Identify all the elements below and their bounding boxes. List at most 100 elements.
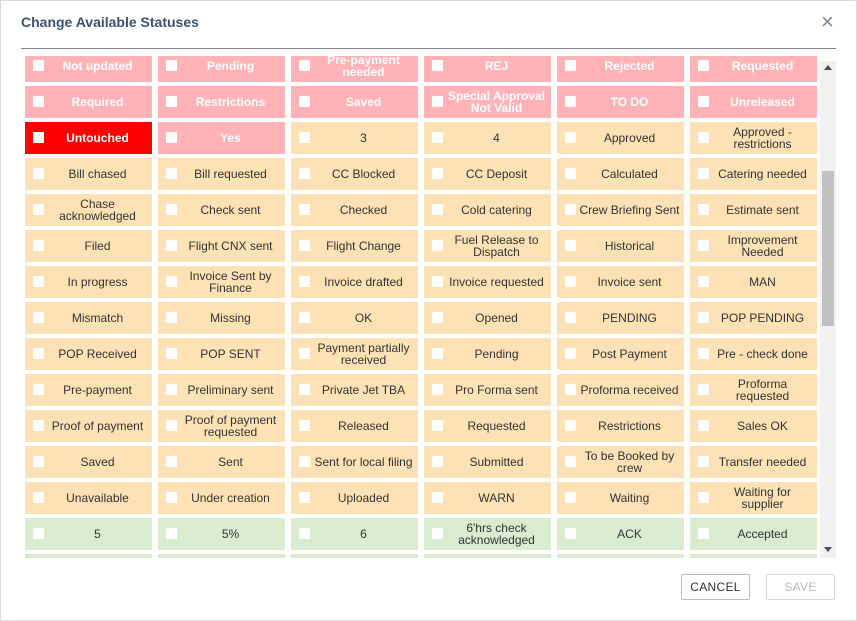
checkbox[interactable] (698, 276, 709, 287)
status-tile[interactable]: 6'hrs check acknowledged (424, 518, 551, 550)
checkbox[interactable] (432, 492, 443, 503)
status-tile[interactable]: Invoice sent (557, 266, 684, 298)
status-tile[interactable]: Crew Briefing Sent (557, 194, 684, 226)
checkbox[interactable] (432, 60, 443, 71)
checkbox[interactable] (565, 132, 576, 143)
status-tile[interactable]: Calculated (557, 158, 684, 190)
checkbox[interactable] (166, 456, 177, 467)
status-tile[interactable]: Waiting for supplier (690, 482, 817, 514)
checkbox[interactable] (299, 492, 310, 503)
status-tile[interactable]: Payment partially received (291, 338, 418, 370)
scrollbar[interactable] (820, 61, 836, 558)
status-tile[interactable]: REJ (424, 56, 551, 82)
checkbox[interactable] (299, 168, 310, 179)
status-tile[interactable]: Checked (291, 194, 418, 226)
checkbox[interactable] (166, 492, 177, 503)
status-tile[interactable] (690, 554, 817, 558)
status-tile[interactable] (158, 554, 285, 558)
checkbox[interactable] (432, 384, 443, 395)
status-tile[interactable]: Unavailable (25, 482, 152, 514)
status-tile[interactable]: Released (291, 410, 418, 442)
checkbox[interactable] (565, 348, 576, 359)
checkbox[interactable] (299, 348, 310, 359)
status-tile[interactable]: Historical (557, 230, 684, 262)
checkbox[interactable] (166, 384, 177, 395)
status-tile[interactable] (557, 554, 684, 558)
status-tile[interactable]: Mismatch (25, 302, 152, 334)
checkbox[interactable] (299, 240, 310, 251)
checkbox[interactable] (565, 168, 576, 179)
status-tile[interactable] (424, 554, 551, 558)
status-tile[interactable] (25, 554, 152, 558)
checkbox[interactable] (698, 240, 709, 251)
checkbox[interactable] (299, 132, 310, 143)
status-tile[interactable]: Bill chased (25, 158, 152, 190)
checkbox[interactable] (299, 420, 310, 431)
status-tile[interactable]: 3 (291, 122, 418, 154)
status-tile[interactable]: OK (291, 302, 418, 334)
checkbox[interactable] (299, 96, 310, 107)
status-tile[interactable]: Filed (25, 230, 152, 262)
checkbox[interactable] (565, 204, 576, 215)
checkbox[interactable] (33, 384, 44, 395)
checkbox[interactable] (432, 312, 443, 323)
checkbox[interactable] (299, 384, 310, 395)
status-tile[interactable]: 6 (291, 518, 418, 550)
checkbox[interactable] (299, 456, 310, 467)
status-tile[interactable]: Under creation (158, 482, 285, 514)
status-tile[interactable]: Not updated (25, 56, 152, 82)
checkbox[interactable] (166, 96, 177, 107)
checkbox[interactable] (432, 204, 443, 215)
status-tile[interactable]: TO DO (557, 86, 684, 118)
status-tile[interactable]: Submitted (424, 446, 551, 478)
checkbox[interactable] (565, 96, 576, 107)
checkbox[interactable] (698, 168, 709, 179)
status-tile[interactable]: Flight CNX sent (158, 230, 285, 262)
checkbox[interactable] (33, 96, 44, 107)
checkbox[interactable] (565, 528, 576, 539)
status-tile[interactable]: Rejected (557, 56, 684, 82)
status-tile[interactable]: Pre-payment (25, 374, 152, 406)
status-tile[interactable]: Uploaded (291, 482, 418, 514)
status-tile[interactable]: WARN (424, 482, 551, 514)
checkbox[interactable] (565, 456, 576, 467)
checkbox[interactable] (166, 528, 177, 539)
checkbox[interactable] (166, 348, 177, 359)
status-tile[interactable]: POP PENDING (690, 302, 817, 334)
checkbox[interactable] (432, 132, 443, 143)
checkbox[interactable] (698, 204, 709, 215)
status-tile[interactable]: MAN (690, 266, 817, 298)
status-tile[interactable]: Proof of payment requested (158, 410, 285, 442)
checkbox[interactable] (166, 132, 177, 143)
checkbox[interactable] (698, 456, 709, 467)
status-tile[interactable]: Sent for local filing (291, 446, 418, 478)
status-tile[interactable]: Invoice Sent by Finance (158, 266, 285, 298)
checkbox[interactable] (299, 60, 310, 71)
checkbox[interactable] (166, 204, 177, 215)
status-tile[interactable]: Untouched (25, 122, 152, 154)
status-tile[interactable]: In progress (25, 266, 152, 298)
checkbox[interactable] (166, 276, 177, 287)
status-tile[interactable]: Post Payment (557, 338, 684, 370)
checkbox[interactable] (166, 60, 177, 71)
status-tile[interactable]: Sent (158, 446, 285, 478)
checkbox[interactable] (432, 276, 443, 287)
checkbox[interactable] (299, 528, 310, 539)
status-tile[interactable] (291, 554, 418, 558)
status-tile[interactable]: PENDING (557, 302, 684, 334)
checkbox[interactable] (33, 168, 44, 179)
checkbox[interactable] (166, 312, 177, 323)
status-tile[interactable]: Accepted (690, 518, 817, 550)
status-tile[interactable]: Requested (424, 410, 551, 442)
status-tile[interactable]: Chase acknowledged (25, 194, 152, 226)
checkbox[interactable] (698, 420, 709, 431)
checkbox[interactable] (432, 528, 443, 539)
status-tile[interactable]: Missing (158, 302, 285, 334)
checkbox[interactable] (698, 96, 709, 107)
status-tile[interactable]: Flight Change (291, 230, 418, 262)
save-button[interactable]: SAVE (766, 574, 835, 600)
status-tile[interactable]: Approved (557, 122, 684, 154)
status-tile[interactable]: Improvement Needed (690, 230, 817, 262)
checkbox[interactable] (33, 276, 44, 287)
status-tile[interactable]: Proforma requested (690, 374, 817, 406)
